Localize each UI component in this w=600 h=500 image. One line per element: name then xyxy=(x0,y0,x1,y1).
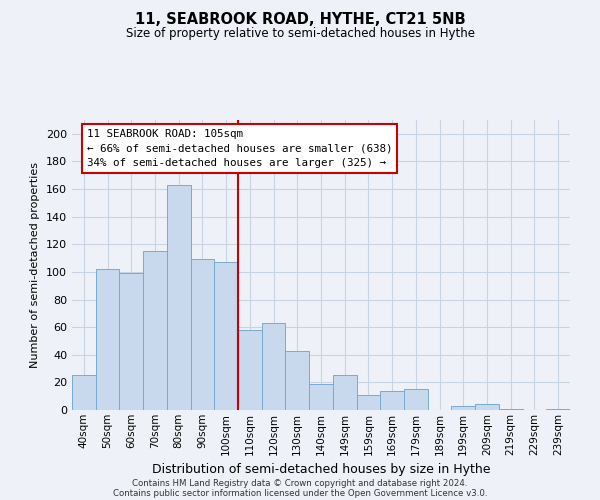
Bar xyxy=(404,390,428,410)
Bar xyxy=(191,260,214,410)
Text: Contains public sector information licensed under the Open Government Licence v3: Contains public sector information licen… xyxy=(113,488,487,498)
Bar xyxy=(546,408,570,410)
Text: Size of property relative to semi-detached houses in Hythe: Size of property relative to semi-detach… xyxy=(125,28,475,40)
Bar xyxy=(475,404,499,410)
Bar xyxy=(72,376,96,410)
Bar xyxy=(309,384,333,410)
Bar xyxy=(238,330,262,410)
Bar xyxy=(96,269,119,410)
Bar xyxy=(119,274,143,410)
Bar xyxy=(167,185,191,410)
Bar xyxy=(262,323,286,410)
Y-axis label: Number of semi-detached properties: Number of semi-detached properties xyxy=(31,162,40,368)
Text: Contains HM Land Registry data © Crown copyright and database right 2024.: Contains HM Land Registry data © Crown c… xyxy=(132,478,468,488)
Bar xyxy=(499,408,523,410)
Bar xyxy=(143,251,167,410)
Bar xyxy=(214,262,238,410)
Text: 11 SEABROOK ROAD: 105sqm
← 66% of semi-detached houses are smaller (638)
34% of : 11 SEABROOK ROAD: 105sqm ← 66% of semi-d… xyxy=(87,128,392,168)
Bar xyxy=(380,390,404,410)
Bar xyxy=(286,350,309,410)
Bar xyxy=(356,395,380,410)
Text: 11, SEABROOK ROAD, HYTHE, CT21 5NB: 11, SEABROOK ROAD, HYTHE, CT21 5NB xyxy=(134,12,466,28)
Bar xyxy=(333,376,356,410)
X-axis label: Distribution of semi-detached houses by size in Hythe: Distribution of semi-detached houses by … xyxy=(152,463,490,476)
Bar xyxy=(451,406,475,410)
